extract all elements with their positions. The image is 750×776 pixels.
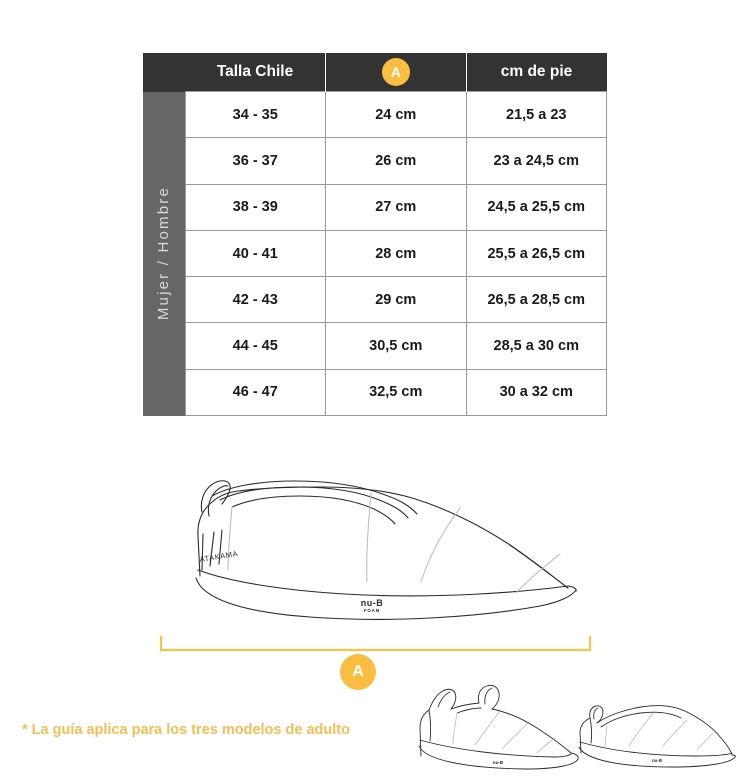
side-label-mujer-hombre: Mujer / Hombre	[143, 91, 185, 416]
cell-cm-de-pie: 25,5 a 26,5 cm	[465, 229, 607, 278]
shoe-sole-brand-text: nu-B	[361, 598, 384, 608]
main-shoe-illustration: ATAKAMA nu-B FOAM	[195, 480, 577, 620]
cell-cm-de-pie: 23 a 24,5 cm	[465, 137, 607, 185]
table-row: Mujer / Hombre 34 - 35 24 cm 21,5 a 23	[143, 90, 607, 416]
shoe-sole-subbrand-text: FOAM	[364, 608, 380, 613]
table-header: Talla Chile A cm de pie	[143, 53, 607, 92]
table-row: 44 - 45 30,5 cm 28,5 a 30 cm	[143, 322, 607, 370]
table-header-row: Talla Chile A cm de pie	[143, 53, 607, 92]
column-header-talla-chile: Talla Chile	[185, 53, 326, 92]
cell-cm-de-pie: 24,5 a 25,5 cm	[465, 183, 607, 231]
cell-talla-chile: 46 - 47	[184, 368, 326, 417]
small-shoe-high-top-seams	[452, 711, 556, 754]
badge-a-icon: A	[381, 58, 410, 86]
cell-talla-chile: 38 - 39	[184, 183, 326, 231]
cell-talla-chile: 36 - 37	[184, 137, 326, 185]
small-shoe-variants: nu-B nu-B	[418, 684, 736, 770]
table-header-corner	[143, 53, 185, 92]
cell-cm-de-pie: 28,5 a 30 cm	[465, 322, 607, 370]
cell-a-cm: 32,5 cm	[325, 368, 467, 417]
small-shoe-high-top	[418, 684, 579, 770]
column-header-cm-de-pie: cm de pie	[466, 53, 607, 92]
small-shoe-low-top	[578, 705, 736, 768]
measurement-bracket	[159, 635, 592, 652]
cell-talla-chile: 42 - 43	[184, 276, 326, 324]
size-guide-table-wrapper: Talla Chile A cm de pie Mujer / Hombre 3…	[143, 53, 607, 417]
cell-a-cm: 26 cm	[325, 137, 467, 185]
table-row: 40 - 41 28 cm 25,5 a 26,5 cm	[143, 229, 607, 278]
small-shoe-1-sole-brand: nu-B	[493, 760, 504, 765]
cell-talla-chile: 40 - 41	[184, 229, 326, 278]
cell-talla-chile: 44 - 45	[184, 322, 326, 370]
cell-talla-chile: 34 - 35	[184, 90, 326, 139]
small-shoe-low-top-seams	[604, 712, 714, 751]
cell-cm-de-pie: 30 a 32 cm	[465, 368, 607, 417]
table-row: 42 - 43 29 cm 26,5 a 28,5 cm	[143, 276, 607, 324]
cell-cm-de-pie: 21,5 a 23	[465, 90, 607, 139]
table-row: 38 - 39 27 cm 24,5 a 25,5 cm	[143, 183, 607, 231]
cell-a-cm: 30,5 cm	[325, 322, 467, 370]
small-shoe-2-sole-brand: nu-B	[652, 758, 662, 763]
footnote-text: * La guía aplica para los tres modelos d…	[22, 722, 350, 738]
table-row: 36 - 37 26 cm 23 a 24,5 cm	[143, 137, 607, 185]
cell-a-cm: 28 cm	[325, 229, 467, 278]
cell-a-cm: 29 cm	[325, 276, 467, 324]
measurement-badge-a: A	[340, 654, 376, 690]
column-header-a: A	[325, 53, 467, 92]
size-guide-table: Talla Chile A cm de pie Mujer / Hombre 3…	[143, 53, 607, 417]
cell-a-cm: 24 cm	[325, 90, 467, 139]
table-body: Mujer / Hombre 34 - 35 24 cm 21,5 a 23 3…	[143, 90, 607, 417]
cell-cm-de-pie: 26,5 a 28,5 cm	[465, 276, 607, 324]
side-label-text: Mujer / Hombre	[155, 186, 173, 321]
table-row: 46 - 47 32,5 cm 30 a 32 cm	[143, 368, 607, 417]
cell-a-cm: 27 cm	[325, 183, 467, 231]
